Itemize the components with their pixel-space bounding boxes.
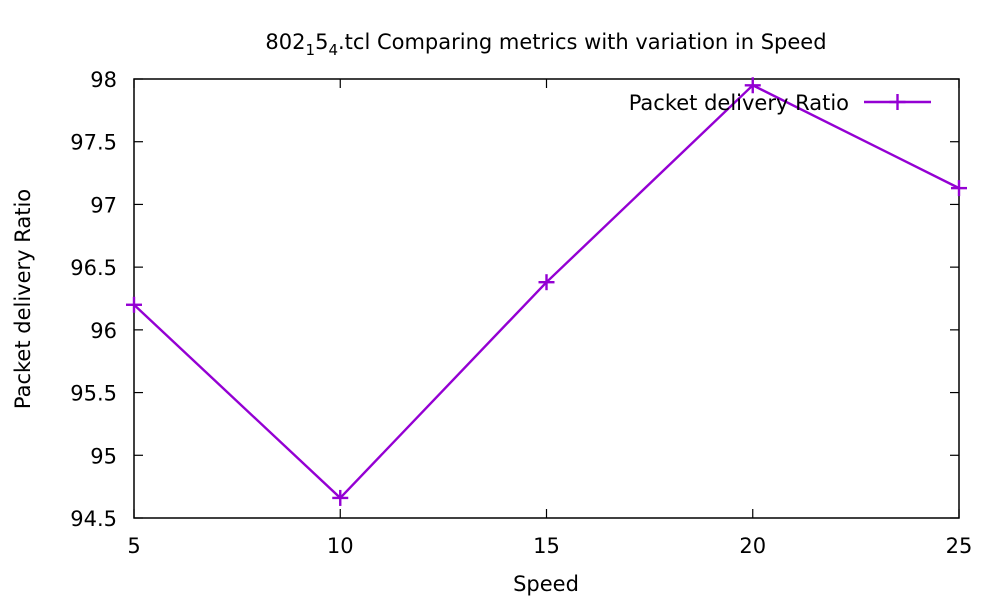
legend-label: Packet delivery Ratio: [629, 91, 849, 115]
data-point-marker: [332, 489, 349, 506]
legend-line-sample: [864, 94, 931, 110]
chart-title-part: 5: [315, 30, 328, 54]
tick-marks: [133, 78, 960, 519]
plot-area-frame: [133, 78, 960, 519]
series-layer: [126, 77, 967, 506]
x-tick-label: 25: [946, 534, 973, 558]
chart-title-part: .tcl Comparing metrics with variation in…: [338, 30, 827, 54]
y-tick-label: 96: [90, 319, 117, 343]
y-tick-label: 95.5: [70, 382, 117, 406]
y-tick-label: 97: [90, 193, 117, 217]
y-tick-label: 94.5: [70, 507, 117, 531]
data-point-marker: [126, 296, 142, 313]
y-tick-label: 95: [90, 444, 117, 468]
tick-labels: 5 10 15 20 25 94.5 95 95.5 96 96.5 97 97.5 98: [70, 68, 972, 558]
chart-title-subscript: 4: [328, 41, 338, 59]
chart-title-subscript: 1: [306, 41, 316, 59]
data-point-marker: [538, 274, 555, 291]
data-point-marker: [951, 180, 967, 197]
x-tick-label: 10: [327, 534, 354, 558]
y-tick-label: 96.5: [70, 256, 117, 280]
chart-title-part: 802: [265, 30, 305, 54]
chart-title: 802154.tcl Comparing metrics with variat…: [265, 30, 826, 59]
x-axis-title: Speed: [513, 572, 579, 596]
x-tick-label: 20: [739, 534, 766, 558]
y-axis-title: Packet delivery Ratio: [11, 189, 35, 409]
x-tick-label: 5: [127, 534, 140, 558]
data-point-marker: [744, 77, 761, 94]
legend: Packet delivery Ratio: [629, 91, 931, 115]
y-tick-label: 97.5: [70, 131, 117, 155]
series-line: [133, 83, 960, 500]
x-tick-label: 15: [533, 534, 560, 558]
y-tick-label: 98: [90, 68, 117, 92]
